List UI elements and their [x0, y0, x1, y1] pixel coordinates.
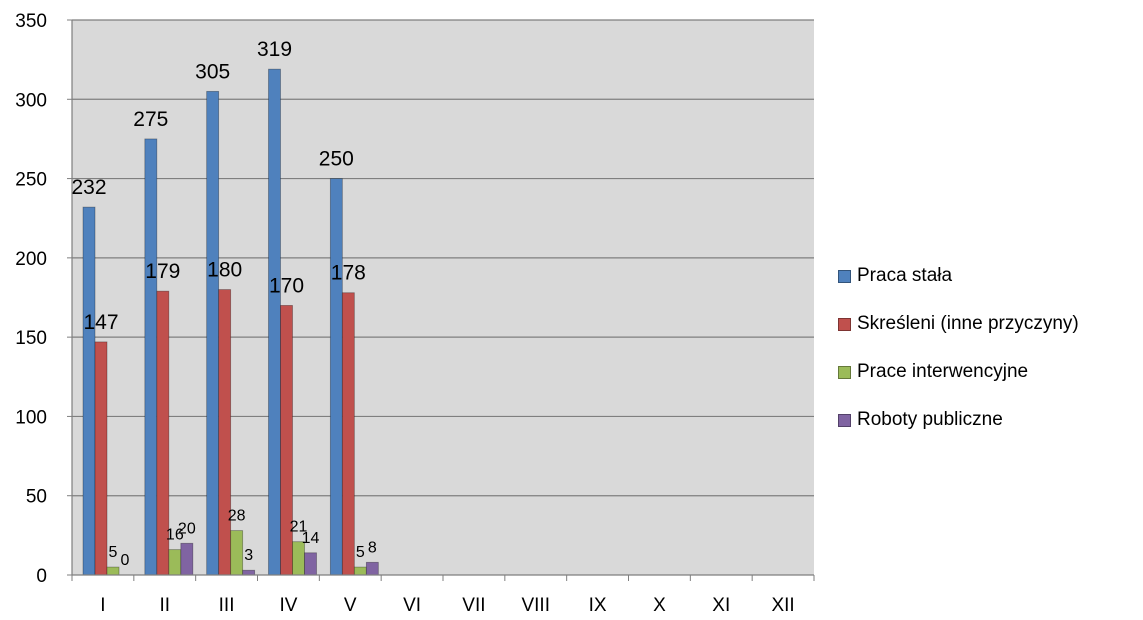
- plot-area: [72, 20, 814, 575]
- bar: [268, 68, 281, 576]
- x-tick-label: XII: [771, 595, 794, 616]
- bar: [365, 561, 379, 576]
- data-label: 147: [83, 311, 118, 334]
- bar: [180, 542, 194, 576]
- bar: [230, 530, 244, 576]
- data-label: 3: [244, 547, 253, 564]
- data-label: 232: [71, 176, 106, 199]
- bars: [82, 68, 379, 576]
- legend-swatch: [838, 269, 851, 283]
- data-label: 16: [166, 527, 184, 544]
- data-label: 8: [368, 539, 377, 556]
- x-tick-label: II: [159, 595, 170, 616]
- legend-label: Praca stała: [857, 265, 953, 286]
- bar: [353, 566, 367, 576]
- bar: [341, 292, 355, 576]
- y-tick-label: 0: [36, 566, 47, 587]
- data-label: 28: [228, 508, 246, 525]
- bar: [144, 138, 158, 576]
- data-label: 21: [290, 519, 308, 536]
- data-label: 319: [257, 38, 292, 61]
- legend-label: Skreśleni (inne przyczyny): [857, 313, 1079, 334]
- y-tick-label: 300: [15, 90, 47, 111]
- bar: [82, 206, 96, 576]
- data-label: 5: [356, 544, 365, 561]
- x-tick-label: VI: [403, 595, 421, 616]
- y-tick-label: 100: [15, 407, 47, 428]
- data-label: 250: [319, 148, 354, 171]
- data-label: 305: [195, 60, 230, 83]
- x-tick-label: IX: [589, 595, 607, 616]
- x-tick-label: III: [219, 595, 235, 616]
- y-tick-label: 200: [15, 249, 47, 270]
- bar: [329, 178, 343, 576]
- data-label: 170: [269, 274, 304, 297]
- data-label: 178: [331, 262, 366, 285]
- data-label: 20: [178, 520, 196, 537]
- bar: [94, 341, 108, 576]
- x-tick-label: VII: [462, 595, 485, 616]
- bar: [206, 90, 220, 576]
- y-tick-label: 50: [26, 487, 47, 508]
- legend-swatch: [838, 413, 851, 427]
- x-tick-label: XI: [712, 595, 730, 616]
- data-label: 0: [121, 552, 130, 569]
- legend-item: Prace interwencyjne: [838, 348, 1079, 396]
- bar: [168, 549, 182, 576]
- data-label: 179: [145, 260, 180, 283]
- y-tick-label: 250: [15, 170, 47, 191]
- x-tick-label: VIII: [521, 595, 550, 616]
- legend-label: Roboty publiczne: [857, 409, 1003, 430]
- legend-item: Praca stała: [838, 252, 1079, 300]
- data-label: 180: [207, 259, 242, 282]
- legend-item: Roboty publiczne: [838, 396, 1079, 444]
- x-tick-label: V: [344, 595, 357, 616]
- x-tick-label: I: [100, 595, 105, 616]
- x-tick-label: IV: [279, 595, 297, 616]
- y-tick-label: 150: [15, 328, 47, 349]
- bar: [218, 289, 232, 576]
- legend-label: Prace interwencyjne: [857, 361, 1029, 382]
- data-label: 14: [302, 530, 320, 547]
- legend-swatch: [838, 365, 851, 379]
- bar: [242, 569, 256, 576]
- legend-item: Skreśleni (inne przyczyny): [838, 300, 1079, 348]
- y-tick-label: 350: [15, 11, 47, 32]
- legend-swatch: [838, 317, 851, 331]
- x-tick-label: X: [653, 595, 666, 616]
- legend: Praca stała Skreśleni (inne przyczyny) Pra…: [838, 252, 1079, 444]
- bar: [106, 566, 120, 576]
- gridlines: [72, 19, 814, 497]
- data-label: 275: [133, 108, 168, 131]
- data-label: 5: [109, 544, 118, 561]
- bar: [304, 552, 317, 576]
